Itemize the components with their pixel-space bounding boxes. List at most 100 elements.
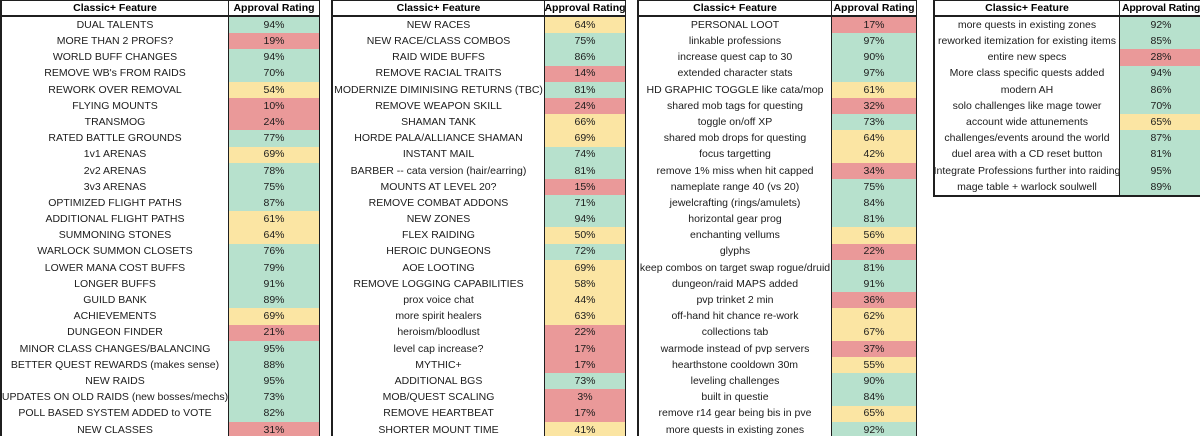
feature-cell[interactable]: PERSONAL LOOT xyxy=(639,17,832,34)
feature-cell[interactable]: SUMMONING STONES xyxy=(2,227,229,244)
approval-rating-cell[interactable]: 50% xyxy=(545,227,625,244)
approval-rating-cell[interactable]: 87% xyxy=(229,195,319,212)
feature-cell[interactable]: FLYING MOUNTS xyxy=(2,97,229,115)
feature-cell[interactable]: Integrate Professions further into raidi… xyxy=(935,162,1120,179)
feature-cell[interactable]: built in questie xyxy=(639,389,832,406)
approval-rating-cell[interactable]: 88% xyxy=(229,356,319,374)
feature-cell[interactable]: HEROIC DUNGEONS xyxy=(333,243,545,260)
feature-cell[interactable]: INSTANT MAIL xyxy=(333,146,545,163)
feature-cell[interactable]: MYTHIC+ xyxy=(333,356,545,374)
approval-rating-cell[interactable]: 86% xyxy=(545,49,625,66)
approval-rating-cell[interactable]: 24% xyxy=(229,114,319,131)
feature-cell[interactable]: off-hand hit chance re-work xyxy=(639,308,832,325)
approval-rating-cell[interactable]: 76% xyxy=(229,243,319,260)
feature-cell[interactable]: BARBER -- cata version (hair/earring) xyxy=(333,162,545,179)
approval-rating-cell[interactable]: 62% xyxy=(832,308,916,325)
feature-cell[interactable]: dungeon/raid MAPS added xyxy=(639,276,832,293)
feature-cell[interactable]: MOUNTS AT LEVEL 20? xyxy=(333,178,545,196)
approval-rating-cell[interactable]: 82% xyxy=(229,405,319,422)
feature-cell[interactable]: TRANSMOG xyxy=(2,114,229,131)
approval-rating-cell[interactable]: 92% xyxy=(1120,17,1200,34)
approval-rating-cell[interactable]: 81% xyxy=(1120,146,1200,163)
feature-cell[interactable]: SHAMAN TANK xyxy=(333,114,545,131)
approval-rating-cell[interactable]: 61% xyxy=(832,81,916,98)
approval-rating-cell[interactable]: 64% xyxy=(832,130,916,147)
feature-cell[interactable]: linkable professions xyxy=(639,33,832,50)
approval-rating-cell[interactable]: 31% xyxy=(229,421,319,436)
approval-rating-cell[interactable]: 24% xyxy=(545,97,625,115)
feature-cell[interactable]: more quests in existing zones xyxy=(639,421,832,436)
feature-cell[interactable]: reworked itemization for existing items xyxy=(935,33,1120,50)
feature-cell[interactable]: collections tab xyxy=(639,324,832,341)
feature-cell[interactable]: WORLD BUFF CHANGES xyxy=(2,49,229,66)
approval-rating-cell[interactable]: 64% xyxy=(229,227,319,244)
approval-rating-cell[interactable]: 64% xyxy=(545,17,625,34)
approval-rating-cell[interactable]: 42% xyxy=(832,146,916,163)
approval-rating-cell[interactable]: 58% xyxy=(545,276,625,293)
feature-cell[interactable]: remove r14 gear being bis in pve xyxy=(639,405,832,422)
feature-cell[interactable]: RAID WIDE BUFFS xyxy=(333,49,545,66)
approval-rating-cell[interactable]: 17% xyxy=(545,356,625,374)
feature-cell[interactable]: pvp trinket 2 min xyxy=(639,292,832,309)
feature-cell[interactable]: NEW ZONES xyxy=(333,211,545,228)
approval-rating-cell[interactable]: 73% xyxy=(832,114,916,131)
feature-cell[interactable]: focus targetting xyxy=(639,146,832,163)
feature-cell[interactable]: level cap increase? xyxy=(333,340,545,357)
feature-cell[interactable]: HORDE PALA/ALLIANCE SHAMAN xyxy=(333,130,545,147)
feature-cell[interactable]: shared mob tags for questing xyxy=(639,97,832,115)
approval-rating-cell[interactable]: 44% xyxy=(545,292,625,309)
approval-rating-cell[interactable]: 69% xyxy=(545,130,625,147)
feature-cell[interactable]: remove 1% miss when hit capped xyxy=(639,162,832,179)
approval-rating-cell[interactable]: 81% xyxy=(545,81,625,98)
approval-rating-cell[interactable]: 69% xyxy=(229,146,319,163)
feature-cell[interactable]: 2v2 ARENAS xyxy=(2,162,229,179)
approval-rating-cell[interactable]: 91% xyxy=(832,276,916,293)
feature-cell[interactable]: shared mob drops for questing xyxy=(639,130,832,147)
approval-rating-cell[interactable]: 67% xyxy=(832,324,916,341)
feature-cell[interactable]: FLEX RAIDING xyxy=(333,227,545,244)
approval-rating-cell[interactable]: 22% xyxy=(832,243,916,260)
feature-cell[interactable]: jewelcrafting (rings/amulets) xyxy=(639,195,832,212)
approval-rating-cell[interactable]: 65% xyxy=(1120,114,1200,131)
feature-cell[interactable]: More class specific quests added xyxy=(935,65,1120,82)
approval-rating-cell[interactable]: 95% xyxy=(1120,162,1200,179)
approval-rating-cell[interactable]: 94% xyxy=(1120,65,1200,82)
feature-cell[interactable]: MODERNIZE DIMINISING RETURNS (TBC) xyxy=(333,81,545,98)
approval-rating-cell[interactable]: 77% xyxy=(229,130,319,147)
feature-cell[interactable]: more quests in existing zones xyxy=(935,17,1120,34)
approval-rating-cell[interactable]: 90% xyxy=(832,49,916,66)
approval-rating-cell[interactable]: 81% xyxy=(545,162,625,179)
approval-rating-cell[interactable]: 54% xyxy=(229,81,319,98)
approval-rating-cell[interactable]: 95% xyxy=(229,373,319,390)
approval-rating-cell[interactable]: 17% xyxy=(545,405,625,422)
feature-cell[interactable]: UPDATES ON OLD RAIDS (new bosses/mechs) xyxy=(2,389,229,406)
approval-rating-cell[interactable]: 73% xyxy=(545,373,625,390)
approval-rating-cell[interactable]: 94% xyxy=(229,49,319,66)
feature-cell[interactable]: mage table + warlock soulwell xyxy=(935,178,1120,196)
feature-cell[interactable]: ADDITIONAL BGS xyxy=(333,373,545,390)
approval-rating-cell[interactable]: 81% xyxy=(832,211,916,228)
feature-cell[interactable]: duel area with a CD reset button xyxy=(935,146,1120,163)
approval-rating-cell[interactable]: 63% xyxy=(545,308,625,325)
approval-rating-cell[interactable]: 75% xyxy=(832,178,916,196)
approval-rating-cell[interactable]: 28% xyxy=(1120,49,1200,66)
feature-cell[interactable]: DUAL TALENTS xyxy=(2,17,229,34)
approval-rating-cell[interactable]: 21% xyxy=(229,324,319,341)
feature-cell[interactable]: HD GRAPHIC TOGGLE like cata/mop xyxy=(639,81,832,98)
approval-rating-cell[interactable]: 10% xyxy=(229,97,319,115)
feature-cell[interactable]: REMOVE LOGGING CAPABILITIES xyxy=(333,276,545,293)
approval-rating-cell[interactable]: 79% xyxy=(229,259,319,276)
approval-rating-cell[interactable]: 97% xyxy=(832,65,916,82)
approval-rating-cell[interactable]: 84% xyxy=(832,195,916,212)
approval-rating-cell[interactable]: 17% xyxy=(545,340,625,357)
approval-rating-cell[interactable]: 34% xyxy=(832,162,916,179)
approval-rating-cell[interactable]: 90% xyxy=(832,373,916,390)
feature-cell[interactable]: RATED BATTLE GROUNDS xyxy=(2,130,229,147)
feature-cell[interactable]: more spirit healers xyxy=(333,308,545,325)
approval-rating-cell[interactable]: 56% xyxy=(832,227,916,244)
approval-rating-cell[interactable]: 95% xyxy=(229,340,319,357)
feature-cell[interactable]: GUILD BANK xyxy=(2,292,229,309)
approval-rating-cell[interactable]: 22% xyxy=(545,324,625,341)
feature-cell[interactable]: prox voice chat xyxy=(333,292,545,309)
feature-cell[interactable]: increase quest cap to 30 xyxy=(639,49,832,66)
